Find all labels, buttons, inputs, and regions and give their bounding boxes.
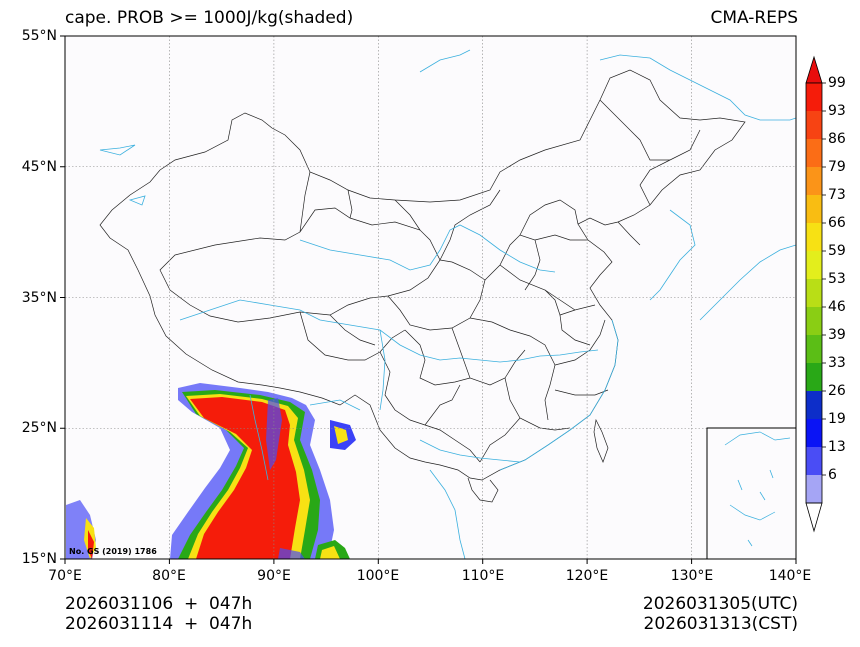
colorbar-label: 73 [828, 187, 846, 203]
south-china-sea-inset [706, 427, 796, 559]
colorbar-label: 26 [828, 383, 846, 399]
init-time-cst: 2026031114 + 047h [65, 614, 253, 634]
map-title: cape. PROB >= 1000J/kg(shaded) [65, 8, 354, 28]
axis-ticks [60, 35, 797, 564]
colorbar-over-arrow [805, 55, 823, 84]
colorbar-segment [806, 195, 822, 224]
colorbar-label: 66 [828, 215, 846, 231]
colorbar-segment [806, 279, 822, 308]
colorbar-label: 46 [828, 299, 846, 315]
lon-label-80: 80°E [152, 568, 186, 584]
colorbar-segment [806, 223, 822, 252]
lat-label-15: 15°N [21, 551, 57, 567]
colorbar-label: 6 [828, 467, 837, 483]
country-boundary [99, 69, 746, 503]
lon-label-120: 120°E [565, 568, 609, 584]
colorbar-label: 86 [828, 131, 846, 147]
lon-label-100: 100°E [356, 568, 400, 584]
colorbar-segment [806, 111, 822, 140]
lon-label-90: 90°E [257, 568, 291, 584]
model-name: CMA-REPS [710, 8, 798, 28]
lat-label-35: 35°N [21, 290, 57, 306]
colorbar-segment [806, 83, 822, 112]
colorbar-segment [806, 419, 822, 448]
colorbar-segment [806, 391, 822, 420]
lon-label-140: 140°E [768, 568, 812, 584]
colorbar [805, 55, 826, 533]
colorbar-label: 99 [828, 75, 846, 91]
colorbar-label: 53 [828, 271, 846, 287]
lon-label-70: 70°E [48, 568, 82, 584]
colorbar-under-arrow [805, 502, 823, 533]
colorbar-segment [806, 251, 822, 280]
colorbar-label: 19 [828, 411, 846, 427]
colorbar-label: 13 [828, 439, 846, 455]
valid-time-utc: 2026031305(UTC) [642, 594, 798, 614]
valid-time-cst: 2026031313(CST) [643, 614, 798, 634]
gridlines [65, 36, 796, 559]
colorbar-segment [806, 139, 822, 168]
lon-label-130: 130°E [670, 568, 714, 584]
probability-shading [66, 383, 356, 559]
lat-label-25: 25°N [21, 420, 57, 436]
colorbar-segment [806, 475, 822, 504]
map-approval-number: No. GS (2019) 1786 [69, 547, 157, 556]
rivers-coastlines [99, 49, 796, 559]
init-time-block: 2026031106 + 047h 2026031114 + 047h [65, 594, 252, 634]
colorbar-label: 39 [828, 327, 846, 343]
colorbar-segment [806, 307, 822, 336]
colorbar-label: 59 [828, 243, 846, 259]
valid-time-block: 2026031305(UTC) 2026031313(CST) [643, 594, 798, 634]
colorbar-label: 79 [828, 159, 846, 175]
colorbar-segment [806, 363, 822, 392]
colorbar-segment [806, 447, 822, 476]
lat-label-55: 55°N [21, 28, 57, 44]
init-time-utc: 2026031106 + 047h [65, 594, 253, 614]
lon-label-110: 110°E [461, 568, 505, 584]
colorbar-segment [806, 167, 822, 196]
colorbar-segment [806, 335, 822, 364]
colorbar-label: 33 [828, 355, 846, 371]
colorbar-label: 93 [828, 103, 846, 119]
lat-label-45: 45°N [21, 159, 57, 175]
